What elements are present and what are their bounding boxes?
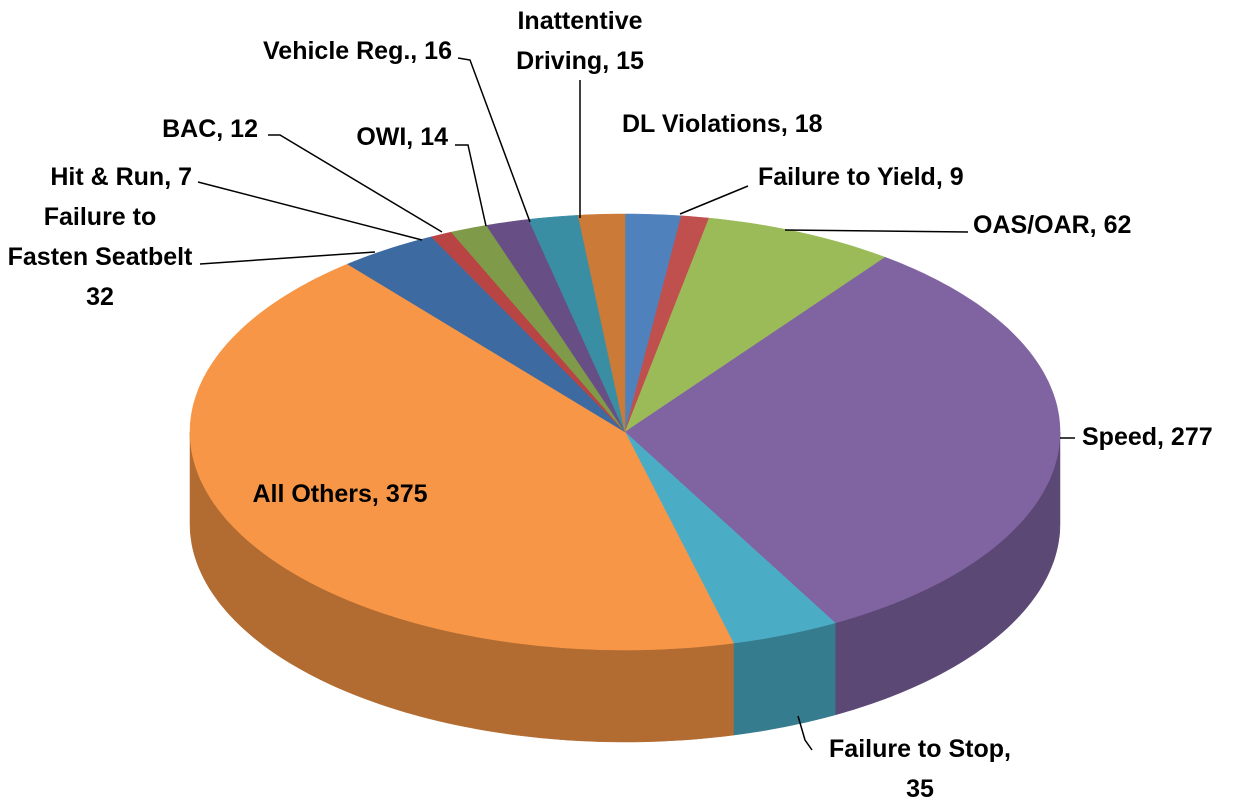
data-label: Failure to Fasten Seatbelt 32 [8,203,193,311]
data-label: OAS/OAR, 62 [973,211,1131,239]
data-labels: DL Violations, 18 Failure to Yield, 9 OAS/… [8,7,1213,803]
pie-slice [189,263,734,651]
leader-line [455,144,487,227]
data-label-line: 32 [86,283,114,311]
data-label: Failure to Yield, 9 [758,163,964,191]
data-label: Hit & Run, 7 [50,163,192,191]
data-label-line: 35 [906,775,934,802]
data-label: Inattentive Driving, 15 [516,7,644,75]
pie-slice [577,213,626,433]
data-label-line: Driving, 15 [516,47,644,75]
leader-line [268,134,443,233]
pie-slice [624,431,836,644]
leader-lines [197,57,1075,751]
data-label-line: Failure to [44,203,157,231]
data-label-line: Failure to Yield, 9 [758,163,964,191]
leader-line [199,251,376,265]
data-label-line: Failure to Stop, [829,735,1011,763]
pie-slice [624,217,886,433]
data-label: Failure to Stop, 35 [829,735,1011,802]
data-label-line: DL Violations, 18 [622,110,823,138]
data-label: OWI, 14 [356,123,448,151]
data-label-line: All Others, 375 [252,480,427,508]
leader-line [197,181,423,241]
pie-slice [528,215,626,433]
leader-line [797,715,813,751]
data-label-line: Fasten Seatbelt [8,243,193,271]
pie-slice [450,225,626,433]
data-label-line: Hit & Run, 7 [50,163,192,191]
data-label-line: Inattentive [517,7,642,35]
pie-tops [189,213,1061,651]
pie-sides [189,431,1061,743]
leader-line [784,229,969,233]
leader-line [679,185,749,215]
data-label: All Others, 375 [252,480,427,508]
data-label: Vehicle Reg., 16 [263,37,452,65]
data-label: DL Violations, 18 [622,110,823,138]
leader-line [457,57,531,223]
pie-slice [485,219,626,433]
pie-slice [624,257,1061,624]
data-label-line: OAS/OAR, 62 [973,211,1131,239]
data-label-line: Vehicle Reg., 16 [263,37,452,65]
data-label-line: Speed, 277 [1082,423,1213,451]
data-label: Speed, 277 [1082,423,1213,451]
data-label-line: OWI, 14 [356,123,448,151]
data-label-line: BAC, 12 [162,115,258,143]
data-label: BAC, 12 [162,115,258,143]
